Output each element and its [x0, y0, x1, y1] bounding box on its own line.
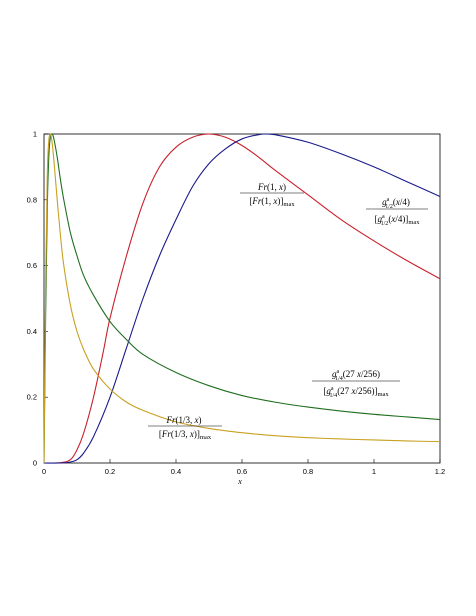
- svg-text:[ga1/2(x/4)]max: [ga 1/2(x/4)]max: [374, 214, 420, 227]
- x-tick-label: 0: [42, 467, 46, 476]
- series-line-4: [43, 133, 441, 464]
- svg-text:ga1/2(x/4): ga 1/2(x/4): [382, 197, 410, 210]
- svg-text:Fr(1, x): Fr(1, x): [257, 182, 286, 192]
- y-tick-label: 1: [33, 130, 37, 139]
- y-tick-label: 0: [33, 459, 37, 468]
- x-tick-label: 0.8: [303, 467, 313, 476]
- series-line-2: [43, 133, 441, 464]
- annotation-g-half: ga 1/2(x/4) [ga 1/2(x/4)]max: [366, 197, 428, 227]
- svg-text:ga1/4(27 x/256): ga 1/4(27 x/256): [332, 369, 380, 382]
- y-tick-label: 0.2: [27, 393, 37, 402]
- annotation-fr1: Fr(1, x) [Fr(1, x)]max: [240, 182, 304, 208]
- x-tick-label: 0.6: [237, 467, 247, 476]
- x-tick-label: 1.2: [435, 467, 445, 476]
- y-tick-label: 0.4: [27, 327, 37, 336]
- svg-text:[Fr(1, x)]max: [Fr(1, x)]max: [249, 196, 295, 208]
- svg-text:[ga1/4(27 x/256)]max: [ga 1/4(27 x/256)]max: [323, 386, 389, 399]
- svg-text:[Fr(1/3, x)]max: [Fr(1/3, x)]max: [159, 429, 212, 441]
- x-axis-title: x: [237, 477, 242, 486]
- series-line-1: [43, 133, 441, 464]
- annotation-g-quarter: ga 1/4(27 x/256) [ga 1/4(27 x/256)]max: [312, 369, 400, 399]
- series-group: [43, 133, 441, 464]
- y-tick-label: 0.8: [27, 195, 37, 204]
- x-tick-label: 1: [372, 467, 376, 476]
- x-tick-label: 0.2: [105, 467, 115, 476]
- series-line-3: [43, 133, 441, 464]
- svg-text:Fr(1/3, x): Fr(1/3, x): [166, 415, 202, 425]
- x-tick-label: 0.4: [171, 467, 181, 476]
- annotation-fr13: Fr(1/3, x) [Fr(1/3, x)]max: [148, 415, 222, 441]
- y-tick-label: 0.6: [27, 261, 37, 270]
- axis-ticks: 0 0.2 0.4 0.6 0.8 1 1.2 0 0.2 0.4 0.6 0.8 1: [27, 130, 446, 477]
